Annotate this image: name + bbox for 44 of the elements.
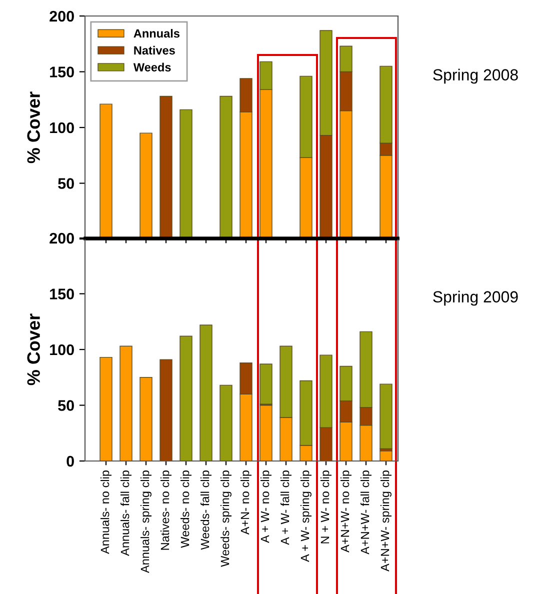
x-tick-label: A+N+W- spring clip: [380, 470, 392, 572]
bar: [220, 96, 232, 239]
y-tick-label: 0: [66, 456, 74, 467]
bar: [180, 109, 192, 239]
legend-label: Annuals: [134, 28, 180, 38]
x-tick-label: Weeds- fall clip: [200, 470, 212, 550]
bar: [220, 384, 232, 461]
y-tick-label: 200: [50, 10, 74, 22]
x-tick-label: A + W- no clip: [260, 470, 272, 543]
text: Spring 2009: [433, 290, 518, 306]
bar: [140, 377, 152, 461]
x-tick-label: Weeds- no clip: [180, 470, 192, 548]
x-tick-label: Natives- no clip: [160, 470, 172, 550]
x-tick-label: A+N- no clip: [240, 470, 252, 535]
x-tick-label: Annuals- spring clip: [140, 470, 152, 574]
x-tick-label: A + W- spring clip: [300, 470, 312, 562]
x-tick-label: Annuals- fall clip: [120, 470, 132, 556]
bar: [200, 324, 212, 461]
legend-label: Weeds: [133, 62, 171, 72]
y-axis-title: % Cover: [27, 92, 40, 164]
y-tick-label: 150: [50, 66, 74, 78]
x-tick-label: Weeds- spring clip: [220, 470, 232, 567]
x-tick-label: A + W- fall clip: [280, 470, 292, 545]
bar: [120, 346, 132, 461]
y-tick-label: 200: [50, 232, 74, 244]
x-tick-label: N + W- no clip: [320, 470, 332, 544]
y-axis-title: % Cover: [27, 314, 40, 386]
bar: [140, 132, 152, 239]
bar: [160, 96, 172, 239]
x-tick-label: A+N+W- fall clip: [360, 470, 372, 554]
y-tick-label: 50: [58, 400, 74, 411]
y-tick-label: 150: [50, 288, 74, 300]
x-tick-label: Annuals- no clip: [100, 470, 112, 554]
y-tick-label: 100: [50, 344, 74, 356]
bar: [180, 336, 192, 461]
bar: [380, 384, 392, 450]
y-tick-label: 50: [58, 178, 74, 189]
bar: [100, 356, 112, 461]
x-tick-label: A+N+W- no clip: [340, 470, 352, 552]
bar: [100, 104, 112, 239]
y-tick-label: 100: [50, 122, 74, 134]
legend-label: Natives: [134, 46, 175, 55]
text: Spring 2008: [433, 68, 518, 84]
bar: [160, 359, 172, 461]
